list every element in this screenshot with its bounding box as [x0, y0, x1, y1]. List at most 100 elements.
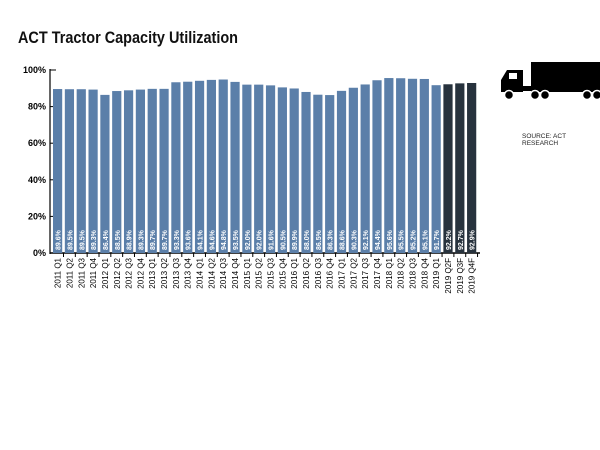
x-tick-label: 2015 Q2	[255, 257, 264, 288]
x-tick-label: 2014 Q2	[207, 257, 216, 288]
x-tick-label: 2012 Q3	[125, 257, 134, 288]
data-label: 91.6%	[269, 229, 276, 250]
bar	[289, 88, 299, 253]
data-label: 89.3%	[138, 229, 145, 250]
data-label: 95.6%	[387, 229, 394, 250]
source-note: SOURCE: ACT RESEARCH	[522, 133, 566, 147]
x-tick-label: 2014 Q3	[219, 257, 228, 288]
data-label: 94.4%	[375, 229, 382, 250]
data-label: 88.0%	[304, 229, 311, 250]
data-label: 95.5%	[399, 229, 406, 250]
bar	[396, 78, 406, 253]
bar	[443, 84, 453, 253]
data-label: 88.9%	[127, 229, 134, 250]
data-label: 93.5%	[233, 229, 240, 250]
bar	[336, 90, 347, 253]
x-tick-label: 2016 Q4	[326, 257, 335, 288]
data-label: 92.7%	[458, 229, 465, 250]
bar	[419, 78, 429, 253]
data-label: 92.9%	[470, 229, 477, 250]
x-tick-label: 2011 Q1	[54, 257, 63, 288]
data-label: 92.0%	[257, 229, 264, 250]
y-tick-label: 100%	[23, 65, 46, 75]
bar	[313, 94, 323, 253]
data-label: 89.9%	[292, 229, 299, 250]
bar	[123, 90, 134, 253]
data-label: 92.0%	[245, 229, 252, 250]
x-tick-label: 2016 Q1	[290, 257, 299, 288]
data-label: 93.6%	[186, 229, 193, 250]
bar	[455, 83, 465, 253]
data-label: 92.1%	[363, 229, 370, 250]
bar	[242, 84, 252, 253]
bar	[206, 79, 216, 253]
x-tick-label: 2016 Q2	[302, 257, 311, 288]
x-tick-label: 2019 Q4F	[468, 258, 477, 294]
bar	[348, 87, 358, 253]
bar	[88, 89, 98, 254]
x-tick-label: 2018 Q2	[397, 257, 406, 288]
bar	[254, 84, 264, 253]
y-tick-label: 0%	[33, 248, 46, 258]
x-tick-label: 2017 Q2	[349, 257, 358, 288]
x-tick-label: 2018 Q4	[420, 257, 429, 288]
truck-icon	[501, 62, 600, 101]
bar	[76, 89, 86, 253]
data-label: 86.5%	[316, 229, 323, 250]
data-label: 94.1%	[198, 229, 205, 250]
bar	[265, 85, 276, 253]
bar	[372, 80, 382, 253]
bar	[407, 78, 418, 253]
data-label: 89.6%	[56, 229, 63, 250]
x-tick-label: 2017 Q4	[373, 257, 382, 288]
bar	[384, 78, 394, 253]
data-label: 88.5%	[115, 229, 122, 250]
x-tick-label: 2013 Q4	[184, 257, 193, 288]
bar	[147, 88, 157, 253]
x-tick-label: 2019 Q3F	[456, 258, 465, 294]
bar	[112, 91, 122, 253]
x-tick-label: 2014 Q4	[231, 257, 240, 288]
data-label: 93.3%	[174, 229, 181, 250]
bar	[53, 89, 63, 253]
bar	[183, 81, 193, 253]
data-label: 89.7%	[150, 229, 157, 250]
bar	[360, 84, 370, 253]
data-label: 88.6%	[340, 229, 347, 250]
bar	[171, 82, 181, 253]
x-tick-label: 2012 Q2	[113, 257, 122, 288]
data-label: 94.8%	[221, 229, 228, 250]
bar	[230, 81, 240, 254]
x-tick-label: 2015 Q1	[243, 257, 252, 288]
x-tick-label: 2019 Q2F	[444, 258, 453, 294]
data-label: 95.1%	[422, 229, 429, 250]
data-label: 90.3%	[351, 229, 358, 250]
bar	[159, 88, 169, 253]
y-tick-label: 40%	[28, 175, 46, 185]
bar	[135, 89, 146, 254]
x-tick-label: 2013 Q3	[172, 257, 181, 288]
x-tick-label: 2014 Q1	[196, 257, 205, 288]
bar	[64, 89, 75, 253]
data-label: 89.7%	[162, 229, 169, 250]
x-tick-label: 2015 Q3	[267, 257, 276, 288]
y-tick-label: 60%	[28, 138, 46, 148]
bar	[325, 95, 335, 253]
x-tick-label: 2018 Q3	[409, 257, 418, 288]
data-label: 91.7%	[434, 229, 441, 250]
x-tick-label: 2017 Q1	[338, 257, 347, 288]
data-label: 86.3%	[328, 229, 335, 250]
x-tick-label: 2012 Q4	[136, 257, 145, 288]
x-tick-label: 2013 Q1	[148, 257, 157, 288]
bar	[218, 79, 228, 254]
data-label: 89.3%	[91, 229, 98, 250]
bar	[467, 82, 477, 253]
y-tick-label: 20%	[28, 211, 46, 221]
bar	[301, 91, 311, 254]
data-label: 86.4%	[103, 229, 110, 250]
x-tick-label: 2013 Q2	[160, 257, 169, 288]
chart-title: ACT Tractor Capacity Utilization	[18, 28, 239, 47]
x-tick-label: 2011 Q2	[65, 257, 74, 288]
x-tick-label: 2016 Q3	[314, 257, 323, 288]
